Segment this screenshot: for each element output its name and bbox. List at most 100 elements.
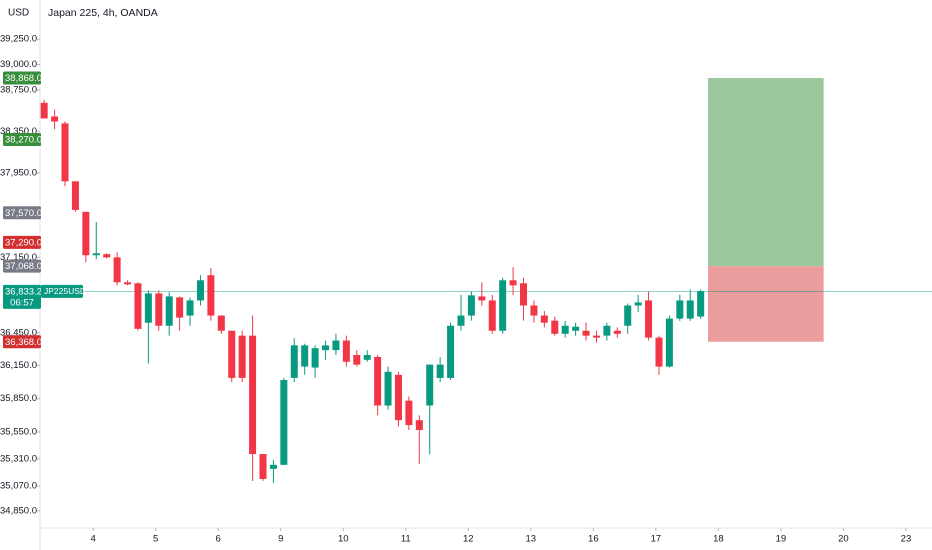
x-tick-label: 10 <box>338 534 349 545</box>
candle-body <box>613 330 621 334</box>
candle-body <box>92 253 100 256</box>
candle-body <box>394 374 402 421</box>
candle-body <box>520 283 528 306</box>
candle-body <box>238 335 246 378</box>
candle-body <box>447 325 455 378</box>
x-tick-label: 9 <box>278 534 283 545</box>
candle-body <box>488 300 496 331</box>
currency: USD <box>8 8 29 19</box>
profit-zone <box>707 78 824 267</box>
candle-body <box>134 283 142 329</box>
candle-body <box>353 354 361 365</box>
price-label: 38,868.0 <box>5 73 42 84</box>
y-tick-label: 37,150.0 <box>0 252 37 263</box>
candle-body <box>405 400 413 426</box>
price-label: 36,368.0 <box>5 337 42 348</box>
candle-body <box>259 454 267 479</box>
y-tick-label: 38,750.0 <box>0 85 37 96</box>
candle-body <box>311 348 319 368</box>
candle-body <box>561 325 569 334</box>
candle-body <box>697 291 705 317</box>
candle-body <box>280 380 288 465</box>
candle-body <box>363 354 371 360</box>
candle-body <box>582 330 590 336</box>
candle-body <box>71 181 79 210</box>
candle-body <box>290 345 298 378</box>
y-tick-label: 35,550.0 <box>0 427 37 438</box>
candle-body <box>217 315 225 331</box>
candle-body <box>467 295 475 316</box>
y-tick-label: 35,310.0 <box>0 453 37 464</box>
price-label: 37,570.0 <box>5 208 42 219</box>
candle-body <box>301 345 309 367</box>
y-tick-label: 39,250.0 <box>0 34 37 45</box>
candle-body <box>374 356 382 406</box>
candle-body <box>634 302 642 306</box>
y-tick-label: 36,150.0 <box>0 360 37 371</box>
candle-body <box>61 123 69 182</box>
x-tick-label: 17 <box>651 534 662 545</box>
candle-body <box>186 300 194 316</box>
price-label-box <box>3 206 41 220</box>
candle-body <box>51 116 59 122</box>
candle-body <box>342 340 350 362</box>
y-tick-label: 38,350.0 <box>0 126 37 137</box>
candle-body <box>592 335 600 338</box>
y-tick-label: 35,850.0 <box>0 393 37 404</box>
candle-body <box>415 420 423 430</box>
candle-body <box>686 300 694 319</box>
price-label-box <box>3 71 41 85</box>
candle-body <box>176 297 184 318</box>
x-tick-label: 4 <box>90 534 95 545</box>
x-tick-label: 16 <box>588 534 599 545</box>
candle-body <box>540 315 548 323</box>
y-tick-label: 37,950.0 <box>0 167 37 178</box>
price-label: 38,270.0 <box>5 135 42 146</box>
candle-body <box>624 305 632 326</box>
current-price-label: 36,833.2 <box>5 286 42 297</box>
price-label: 37,290.0 <box>5 237 42 248</box>
x-tick-label: 23 <box>901 534 912 545</box>
candle-body <box>82 211 90 256</box>
chart-title: Japan 225, 4h, OANDA <box>48 7 158 19</box>
candle-body <box>144 293 152 323</box>
price-label-box <box>3 259 41 273</box>
symbol-box <box>41 284 83 298</box>
y-tick-label: 34,850.0 <box>0 505 37 516</box>
price-label-box <box>3 133 41 147</box>
loss-zone <box>707 266 824 342</box>
candle-body <box>655 337 663 367</box>
candle-body <box>165 296 173 326</box>
candle-body <box>228 330 236 378</box>
candle-body <box>676 300 684 319</box>
countdown: 06:57 <box>10 297 34 308</box>
x-tick-label: 19 <box>776 534 787 545</box>
x-tick-label: 18 <box>713 534 724 545</box>
candle-body <box>603 325 611 336</box>
candle-body <box>384 371 392 406</box>
y-tick-label: 39,000.0 <box>0 59 37 70</box>
candle-body <box>457 315 465 326</box>
y-tick-label: 36,450.0 <box>0 327 37 338</box>
candle-body <box>196 280 204 301</box>
candle-body <box>322 345 330 351</box>
candle-body <box>530 305 538 316</box>
x-tick-label: 12 <box>463 534 474 545</box>
price-label-box <box>3 235 41 249</box>
candle-body <box>478 296 486 301</box>
candle-body <box>207 275 215 316</box>
candle-body <box>645 300 653 338</box>
candle-body <box>103 254 111 258</box>
candle-body <box>572 326 580 331</box>
candle-body <box>551 320 559 334</box>
candle-body <box>124 282 132 285</box>
candle-body <box>249 335 257 455</box>
y-tick-label: 35,070.0 <box>0 480 37 491</box>
x-tick-label: 11 <box>401 534 411 545</box>
current-price-box <box>3 284 41 309</box>
x-tick-label: 5 <box>153 534 158 545</box>
candle-body <box>155 293 163 326</box>
x-tick-label: 13 <box>526 534 537 545</box>
candle-body <box>269 464 277 469</box>
